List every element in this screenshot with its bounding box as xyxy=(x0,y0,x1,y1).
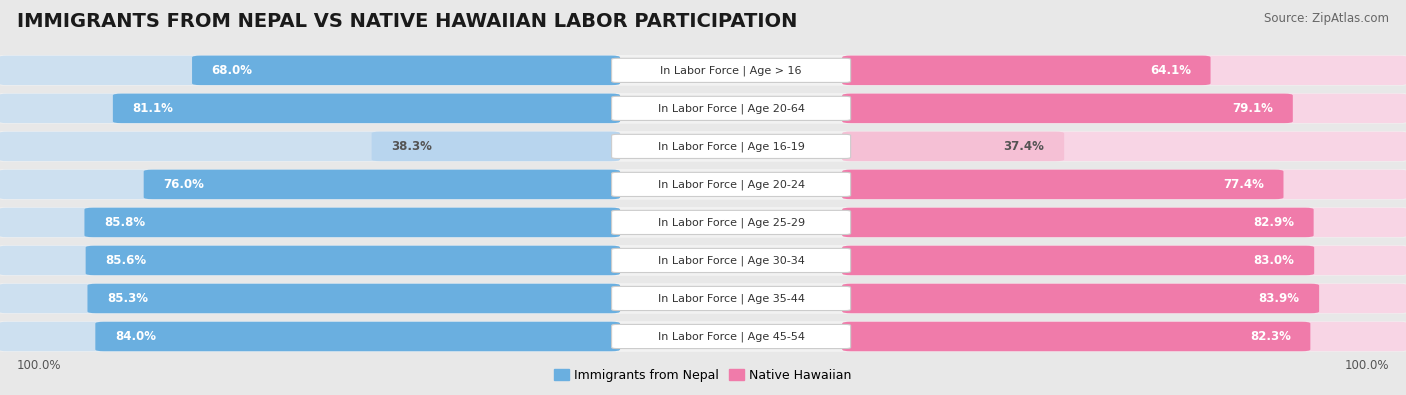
FancyBboxPatch shape xyxy=(612,286,851,310)
Text: 68.0%: 68.0% xyxy=(212,64,253,77)
FancyBboxPatch shape xyxy=(0,208,620,237)
Text: In Labor Force | Age 30-34: In Labor Force | Age 30-34 xyxy=(658,255,804,266)
FancyBboxPatch shape xyxy=(612,211,851,235)
FancyBboxPatch shape xyxy=(842,246,1315,275)
Text: IMMIGRANTS FROM NEPAL VS NATIVE HAWAIIAN LABOR PARTICIPATION: IMMIGRANTS FROM NEPAL VS NATIVE HAWAIIAN… xyxy=(17,12,797,31)
FancyBboxPatch shape xyxy=(84,208,620,237)
FancyBboxPatch shape xyxy=(0,94,620,123)
Text: 100.0%: 100.0% xyxy=(17,359,62,372)
FancyBboxPatch shape xyxy=(612,58,851,83)
FancyBboxPatch shape xyxy=(0,132,620,161)
FancyBboxPatch shape xyxy=(193,56,620,85)
FancyBboxPatch shape xyxy=(0,170,620,199)
Text: 79.1%: 79.1% xyxy=(1232,102,1272,115)
FancyBboxPatch shape xyxy=(842,284,1319,313)
Text: 64.1%: 64.1% xyxy=(1150,64,1191,77)
Legend: Immigrants from Nepal, Native Hawaiian: Immigrants from Nepal, Native Hawaiian xyxy=(550,364,856,387)
Text: Source: ZipAtlas.com: Source: ZipAtlas.com xyxy=(1264,12,1389,25)
FancyBboxPatch shape xyxy=(842,208,1406,237)
FancyBboxPatch shape xyxy=(0,322,620,351)
FancyBboxPatch shape xyxy=(612,96,851,120)
Text: 37.4%: 37.4% xyxy=(1004,140,1045,153)
FancyBboxPatch shape xyxy=(612,134,851,158)
Text: In Labor Force | Age 20-64: In Labor Force | Age 20-64 xyxy=(658,103,804,114)
FancyBboxPatch shape xyxy=(842,56,1211,85)
FancyBboxPatch shape xyxy=(612,248,851,273)
FancyBboxPatch shape xyxy=(87,284,620,313)
FancyBboxPatch shape xyxy=(0,207,1406,238)
Text: In Labor Force | Age 45-54: In Labor Force | Age 45-54 xyxy=(658,331,804,342)
FancyBboxPatch shape xyxy=(0,283,1406,314)
FancyBboxPatch shape xyxy=(842,94,1292,123)
FancyBboxPatch shape xyxy=(842,132,1064,161)
Text: In Labor Force | Age 16-19: In Labor Force | Age 16-19 xyxy=(658,141,804,152)
FancyBboxPatch shape xyxy=(842,94,1406,123)
FancyBboxPatch shape xyxy=(0,245,1406,276)
FancyBboxPatch shape xyxy=(96,322,620,351)
Text: 76.0%: 76.0% xyxy=(163,178,204,191)
FancyBboxPatch shape xyxy=(143,170,620,199)
Text: 38.3%: 38.3% xyxy=(391,140,432,153)
FancyBboxPatch shape xyxy=(842,132,1406,161)
FancyBboxPatch shape xyxy=(842,170,1406,199)
FancyBboxPatch shape xyxy=(112,94,620,123)
Text: 82.9%: 82.9% xyxy=(1253,216,1294,229)
Text: In Labor Force | Age 25-29: In Labor Force | Age 25-29 xyxy=(658,217,804,228)
FancyBboxPatch shape xyxy=(612,172,851,196)
Text: 81.1%: 81.1% xyxy=(132,102,173,115)
Text: 84.0%: 84.0% xyxy=(115,330,156,343)
FancyBboxPatch shape xyxy=(842,170,1284,199)
FancyBboxPatch shape xyxy=(842,56,1406,85)
Text: In Labor Force | Age > 16: In Labor Force | Age > 16 xyxy=(661,65,801,75)
FancyBboxPatch shape xyxy=(842,322,1406,351)
Text: 100.0%: 100.0% xyxy=(1344,359,1389,372)
FancyBboxPatch shape xyxy=(0,246,620,275)
FancyBboxPatch shape xyxy=(0,55,1406,86)
FancyBboxPatch shape xyxy=(0,321,1406,352)
Text: 82.3%: 82.3% xyxy=(1250,330,1291,343)
FancyBboxPatch shape xyxy=(842,208,1313,237)
FancyBboxPatch shape xyxy=(86,246,620,275)
FancyBboxPatch shape xyxy=(0,93,1406,124)
Text: 85.8%: 85.8% xyxy=(104,216,145,229)
FancyBboxPatch shape xyxy=(0,169,1406,200)
Text: 85.6%: 85.6% xyxy=(105,254,146,267)
FancyBboxPatch shape xyxy=(842,284,1406,313)
FancyBboxPatch shape xyxy=(0,284,620,313)
FancyBboxPatch shape xyxy=(371,132,620,161)
Text: In Labor Force | Age 35-44: In Labor Force | Age 35-44 xyxy=(658,293,804,304)
Text: 83.0%: 83.0% xyxy=(1254,254,1295,267)
Text: 83.9%: 83.9% xyxy=(1258,292,1299,305)
Text: 85.3%: 85.3% xyxy=(107,292,148,305)
Text: 77.4%: 77.4% xyxy=(1223,178,1264,191)
FancyBboxPatch shape xyxy=(612,324,851,348)
FancyBboxPatch shape xyxy=(0,56,620,85)
FancyBboxPatch shape xyxy=(842,322,1310,351)
FancyBboxPatch shape xyxy=(842,246,1406,275)
Text: In Labor Force | Age 20-24: In Labor Force | Age 20-24 xyxy=(658,179,804,190)
FancyBboxPatch shape xyxy=(0,131,1406,162)
